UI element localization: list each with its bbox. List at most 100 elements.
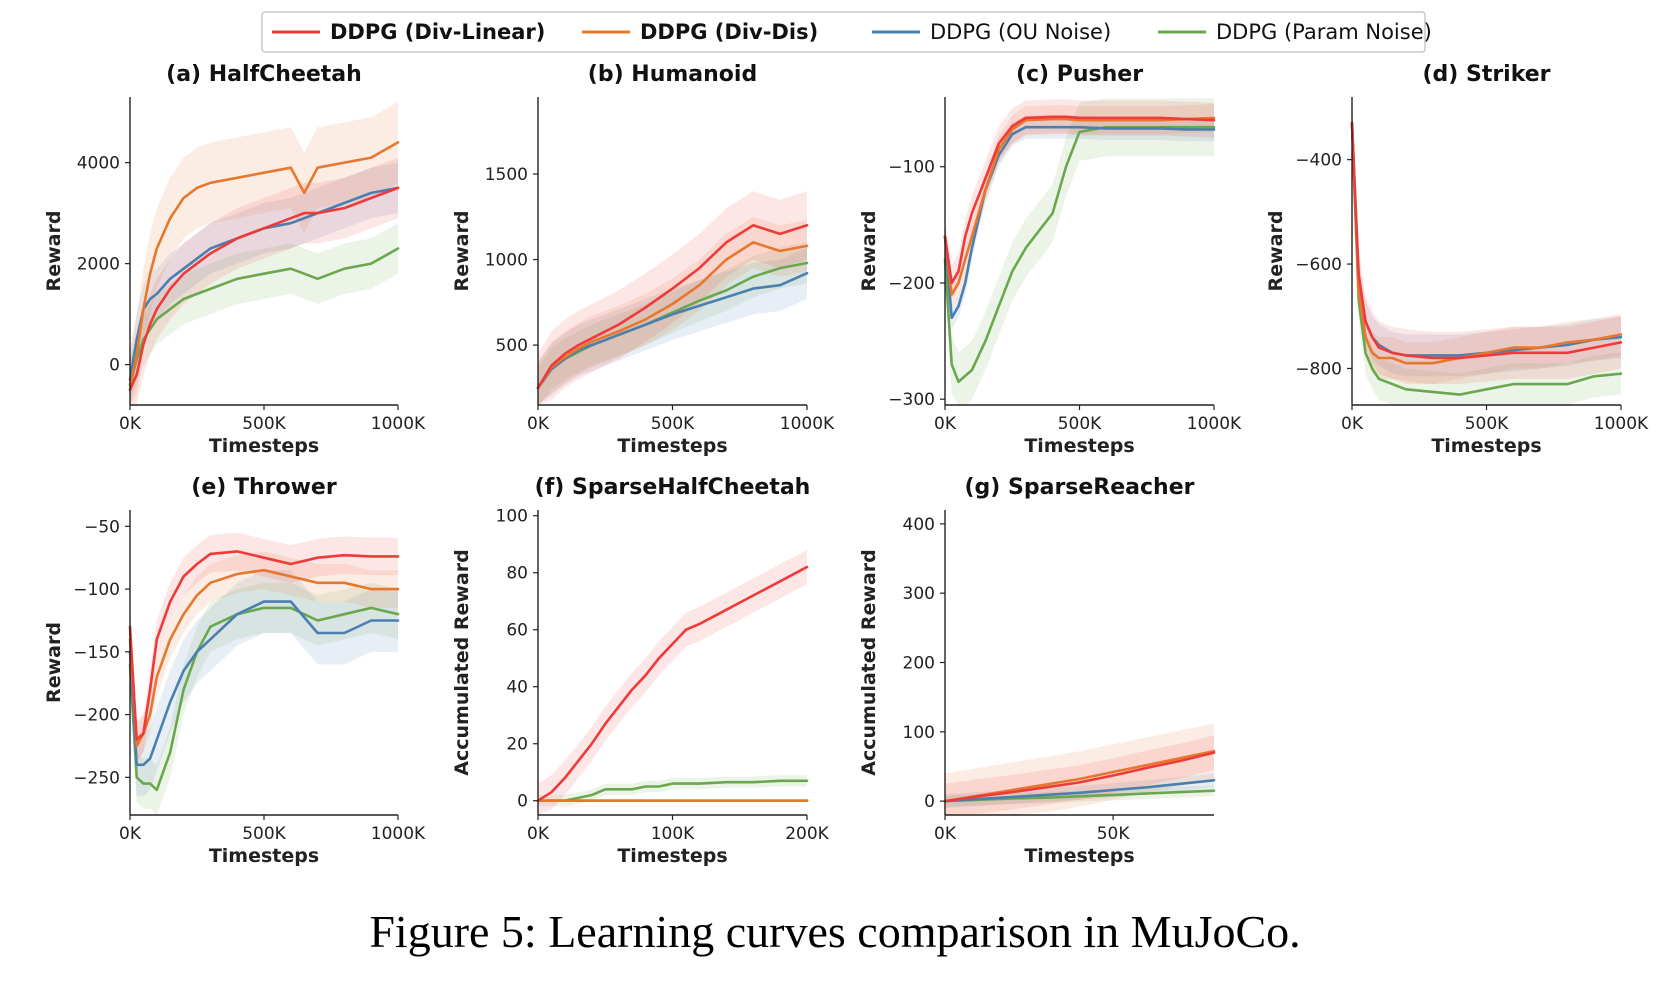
band-ddpg-div-linear: [1352, 97, 1621, 385]
series-group: [128, 102, 400, 405]
series-line-ddpg-div-dis: [536, 241, 809, 390]
x-tick-label: 500K: [242, 824, 286, 844]
x-tick-label: 200K: [785, 824, 829, 844]
series-line-ddpg-div-dis: [128, 568, 400, 748]
panel-d-striker: (d) Striker 0K 500K 1000K −800 −600 −400 Timest…: [1265, 62, 1649, 457]
series-line-ddpg-div-dis: [128, 141, 400, 392]
x-tick-label: 0K: [934, 414, 957, 434]
x-tick-label: 1000K: [371, 414, 426, 434]
legend: DDPG (Div-Linear) DDPG (Div-Dis) DDPG (OU …: [261, 11, 1432, 53]
x-tick-label: 500K: [242, 414, 286, 434]
y-tick-label: −250: [73, 768, 120, 788]
y-tick-label: 0: [517, 792, 528, 812]
x-tick-label: 100K: [651, 824, 695, 844]
panel-title: (g) SparseReacher: [964, 475, 1194, 500]
band-ddpg-div-linear: [538, 549, 807, 815]
x-tick-label: 1000K: [1594, 414, 1649, 434]
figure-caption: Figure 5: Learning curves comparison in …: [369, 906, 1301, 957]
band-ddpg-ou-noise: [130, 162, 398, 405]
panel-c-pusher: (c) Pusher 0K 500K 1000K −300 −200 −100 Timeste…: [858, 62, 1242, 457]
legend-entry-ddpg-param-noise: DDPG (Param Noise): [1158, 20, 1432, 44]
band-ddpg-div-dis: [1352, 102, 1621, 385]
band-ddpg-param-noise: [130, 582, 398, 815]
y-tick-label: 200: [903, 654, 935, 674]
series-group: [128, 532, 400, 815]
y-tick-label: −200: [73, 706, 120, 726]
x-tick-label: 0K: [527, 414, 550, 434]
band-ddpg-div-linear: [945, 735, 1214, 815]
y-tick-label: −150: [73, 643, 120, 663]
x-axis-label: Timesteps: [1024, 845, 1134, 867]
legend-label: DDPG (Div-Linear): [330, 20, 545, 44]
y-tick-label: 100: [496, 507, 528, 527]
x-tick-label: 50K: [1097, 824, 1131, 844]
panel-e-thrower: (e) Thrower 0K 500K 1000K −250 −200 −150 −100 −5…: [43, 475, 426, 867]
y-axis-label: Reward: [1265, 211, 1287, 292]
series-line-ddpg-div-linear: [1350, 121, 1623, 360]
band-ddpg-ou-noise: [538, 247, 807, 405]
legend-label: DDPG (Div-Dis): [640, 20, 818, 44]
y-axis-label: Accumulated Reward: [858, 549, 880, 775]
x-tick-label: 0K: [934, 824, 957, 844]
panel-g-sparsereacher: (g) SparseReacher 0K 50K 0 100 200 300 400 Times…: [858, 475, 1216, 867]
band-ddpg-param-noise: [130, 223, 398, 405]
x-tick-label: 1000K: [780, 414, 835, 434]
x-axis-label: Timesteps: [1431, 435, 1541, 457]
x-axis-label: Timesteps: [209, 845, 319, 867]
panel-title: (b) Humanoid: [588, 62, 757, 87]
y-tick-label: 2000: [77, 255, 120, 275]
series-line-ddpg-div-linear: [128, 550, 400, 742]
series-line-ddpg-ou-noise: [128, 600, 400, 767]
band-ddpg-div-linear: [130, 157, 398, 405]
y-tick-label: −300: [888, 390, 935, 410]
y-tick-label: 1500: [485, 165, 528, 185]
x-axis-label: Timesteps: [1024, 435, 1134, 457]
y-tick-label: −600: [1295, 255, 1342, 275]
x-tick-label: 1000K: [1187, 414, 1242, 434]
series-line-ddpg-ou-noise: [128, 186, 400, 382]
x-tick-label: 0K: [119, 414, 142, 434]
x-axis-label: Timesteps: [617, 845, 727, 867]
y-tick-label: −100: [888, 158, 935, 178]
series-line-ddpg-div-linear: [536, 565, 809, 803]
series-line-ddpg-div-linear: [536, 224, 809, 390]
y-tick-label: 1000: [485, 251, 528, 271]
series-line-ddpg-div-linear: [943, 115, 1216, 285]
series-line-ddpg-param-noise: [128, 606, 400, 792]
x-axis-label: Timesteps: [209, 435, 319, 457]
series-line-ddpg-ou-noise: [536, 271, 809, 390]
y-tick-label: 0: [924, 792, 935, 812]
y-tick-label: −800: [1295, 359, 1342, 379]
series-line-ddpg-div-dis: [1350, 121, 1623, 365]
y-tick-label: 40: [506, 678, 528, 698]
x-tick-label: 1000K: [371, 824, 426, 844]
band-ddpg-ou-noise: [130, 570, 398, 797]
y-tick-label: 60: [506, 621, 528, 641]
series-line-ddpg-div-linear: [128, 186, 400, 392]
y-tick-label: 500: [496, 336, 528, 356]
legend-entry-ddpg-div-dis: DDPG (Div-Dis): [582, 20, 818, 44]
y-axis-label: Reward: [43, 211, 65, 292]
legend-entry-ddpg-ou-noise: DDPG (OU Noise): [872, 20, 1111, 44]
legend-entry-ddpg-div-linear: DDPG (Div-Linear): [272, 20, 545, 44]
y-axis-label: Reward: [858, 211, 880, 292]
y-tick-label: −200: [888, 274, 935, 294]
y-axis-label: Accumulated Reward: [451, 549, 473, 775]
x-tick-label: 500K: [1465, 414, 1509, 434]
series-group: [943, 723, 1216, 815]
y-tick-label: −50: [84, 517, 120, 537]
series-line-ddpg-ou-noise: [943, 778, 1216, 803]
series-group: [536, 191, 809, 405]
y-tick-label: 0: [109, 356, 120, 376]
x-axis-label: Timesteps: [617, 435, 727, 457]
y-tick-label: 400: [903, 515, 935, 535]
band-ddpg-div-linear: [538, 191, 807, 405]
band-ddpg-div-dis: [130, 551, 398, 765]
series-group: [536, 549, 809, 815]
panel-title: (d) Striker: [1422, 62, 1550, 87]
legend-frame: [261, 11, 1426, 53]
panel-title: (c) Pusher: [1016, 62, 1143, 87]
series-line-ddpg-div-dis: [943, 116, 1216, 296]
